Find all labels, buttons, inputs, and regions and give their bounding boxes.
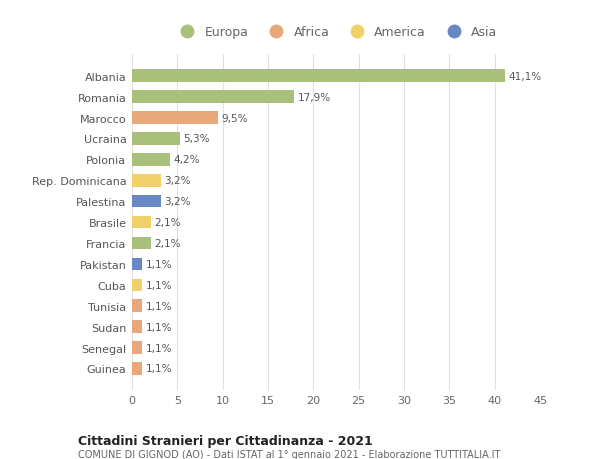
- Bar: [132, 196, 161, 208]
- Text: 1,1%: 1,1%: [146, 322, 172, 332]
- Bar: [132, 154, 170, 166]
- Text: 3,2%: 3,2%: [164, 176, 191, 186]
- Bar: [132, 216, 151, 229]
- Bar: [132, 321, 142, 333]
- Text: Cittadini Stranieri per Cittadinanza - 2021: Cittadini Stranieri per Cittadinanza - 2…: [78, 434, 373, 447]
- Bar: [132, 363, 142, 375]
- Text: 2,1%: 2,1%: [155, 239, 181, 248]
- Text: 3,2%: 3,2%: [164, 197, 191, 207]
- Bar: [132, 70, 505, 83]
- Text: 41,1%: 41,1%: [508, 72, 541, 82]
- Bar: [132, 258, 142, 271]
- Bar: [132, 300, 142, 312]
- Text: COMUNE DI GIGNOD (AO) - Dati ISTAT al 1° gennaio 2021 - Elaborazione TUTTITALIA.: COMUNE DI GIGNOD (AO) - Dati ISTAT al 1°…: [78, 449, 500, 459]
- Text: 17,9%: 17,9%: [298, 92, 331, 102]
- Text: 9,5%: 9,5%: [222, 113, 248, 123]
- Bar: [132, 341, 142, 354]
- Text: 1,1%: 1,1%: [146, 364, 172, 374]
- Bar: [132, 174, 161, 187]
- Text: 5,3%: 5,3%: [184, 134, 210, 144]
- Bar: [132, 237, 151, 250]
- Text: 1,1%: 1,1%: [146, 343, 172, 353]
- Bar: [132, 279, 142, 291]
- Text: 4,2%: 4,2%: [174, 155, 200, 165]
- Text: 1,1%: 1,1%: [146, 259, 172, 269]
- Bar: [132, 91, 294, 104]
- Bar: [132, 133, 180, 146]
- Bar: [132, 112, 218, 124]
- Legend: Europa, Africa, America, Asia: Europa, Africa, America, Asia: [170, 21, 502, 44]
- Text: 1,1%: 1,1%: [146, 301, 172, 311]
- Text: 2,1%: 2,1%: [155, 218, 181, 228]
- Text: 1,1%: 1,1%: [146, 280, 172, 290]
